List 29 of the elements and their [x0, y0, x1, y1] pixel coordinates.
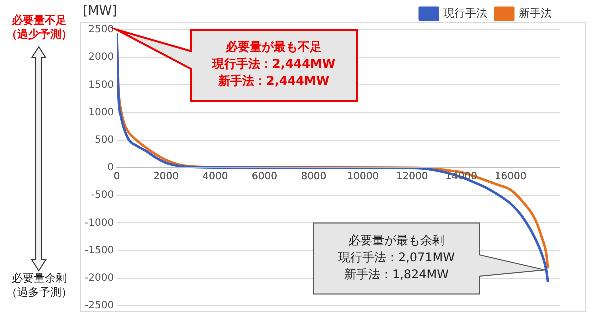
y-tick-label: 1500 — [88, 80, 114, 91]
annotation: 新手法：1,824MW — [344, 267, 450, 282]
x-tick-label: 4000 — [202, 172, 228, 183]
x-tick-label: 8000 — [301, 172, 327, 183]
y-tick-label: 0 — [108, 162, 114, 174]
y-tick-label: -500 — [91, 190, 114, 202]
y-tick-label: 2000 — [88, 52, 114, 64]
y-tick-label: 500 — [94, 134, 114, 146]
y-axis-title: [MW] — [83, 4, 118, 19]
legend-label: 新手法 — [519, 6, 552, 20]
annotation: 必要量が最も不足 — [225, 40, 322, 54]
x-tick-label: 12000 — [396, 172, 428, 183]
x-tick-label: 6000 — [252, 172, 278, 183]
y-tick-label: 1000 — [88, 107, 114, 118]
y-tick-label: -2500 — [84, 300, 114, 312]
y-tick-label: -2000 — [84, 272, 114, 284]
y-tick-label: 2500 — [88, 24, 114, 36]
annotation: 現行手法：2,071MW — [338, 250, 456, 264]
annotation: 必要量が最も余剰 — [348, 233, 445, 248]
annotation: 新手法：2,444MW — [217, 74, 330, 88]
text: 必要量余剰（過多予測） — [6, 272, 73, 300]
x-tick-label: 16000 — [494, 172, 527, 183]
y-tick-label: -1000 — [84, 218, 114, 229]
x-tick-label: 10000 — [347, 172, 380, 183]
text: 必要量不足（過少予測） — [6, 14, 73, 42]
legend-label: 現行手法 — [444, 6, 488, 20]
x-tick-label: 2000 — [154, 172, 179, 183]
annotation: 現行手法：2,444MW — [211, 57, 336, 72]
y-tick-label: -1500 — [84, 245, 114, 256]
